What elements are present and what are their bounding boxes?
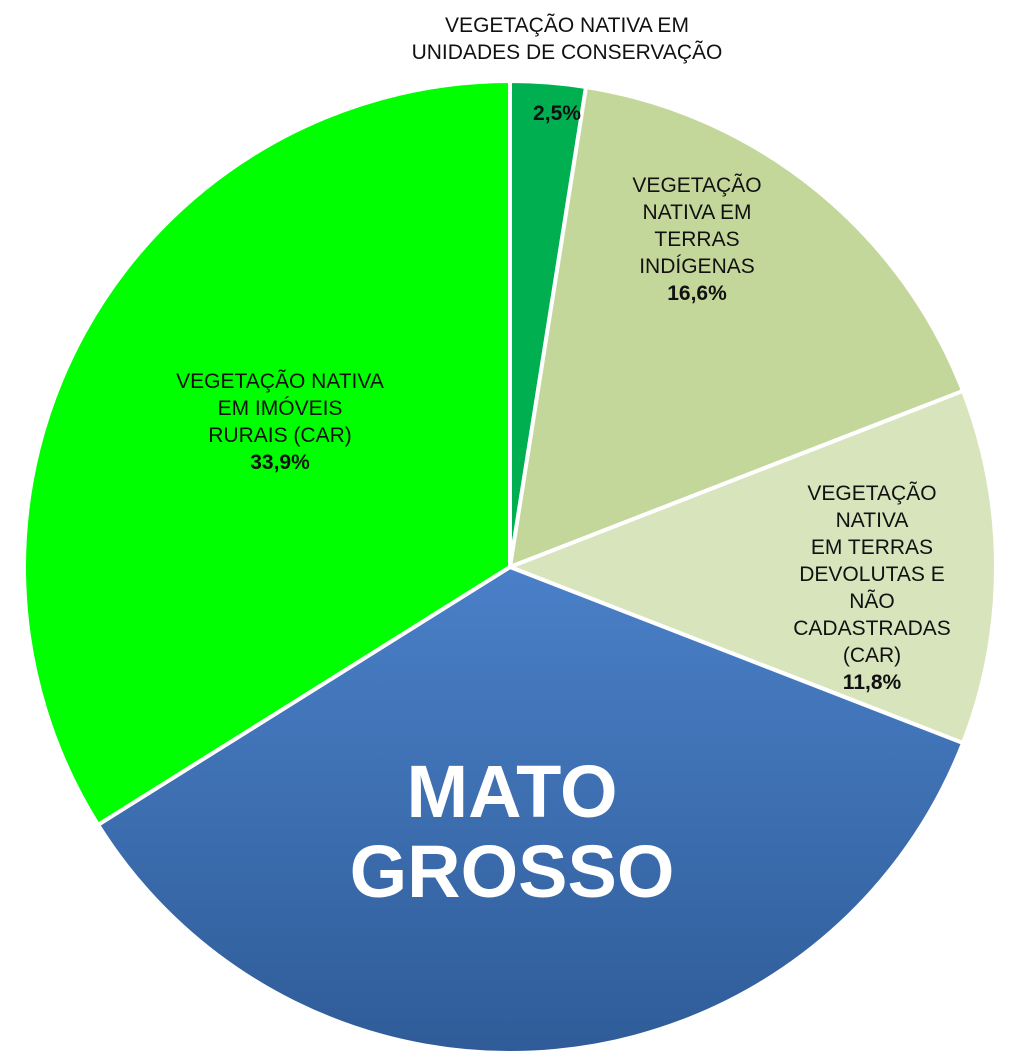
pie-slice	[504, 388, 999, 746]
value-label: 2,5%	[533, 102, 581, 125]
pie-slice	[95, 564, 966, 1055]
category-label: VEGETAÇÃO NATIVA EM TERRAS DEVOLUTAS E N…	[793, 482, 951, 667]
value-label: 33,9%	[250, 451, 310, 474]
value-label: 16,6%	[667, 282, 727, 305]
pie-slice	[22, 78, 512, 828]
category-label: VEGETAÇÃO NATIVA EM UNIDADES DE CONSERVA…	[411, 14, 723, 64]
slice-label: MATO GROSSO	[263, 752, 761, 912]
value-label: 11,8%	[842, 671, 902, 694]
category-label: MATO GROSSO	[349, 750, 675, 913]
category-label: VEGETAÇÃO NATIVA EM TERRAS INDÍGENAS	[632, 174, 762, 278]
slice-label: VEGETAÇÃO NATIVA EM TERRAS INDÍGENAS 16,6…	[632, 172, 761, 307]
slice-label: VEGETAÇÃO NATIVA EM TERRAS DEVOLUTAS E N…	[793, 480, 951, 696]
slice-label: VEGETAÇÃO NATIVA EM UNIDADES DE CONSERVA…	[411, 12, 723, 125]
slice-label: VEGETAÇÃO NATIVA EM IMÓVEIS RURAIS (CAR)…	[176, 368, 384, 476]
category-label: VEGETAÇÃO NATIVA EM IMÓVEIS RURAIS (CAR)	[176, 370, 384, 447]
pie-slice	[507, 84, 966, 571]
